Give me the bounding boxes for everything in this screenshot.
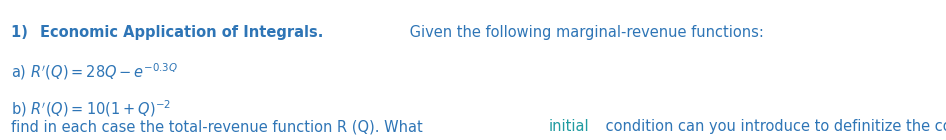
Text: initial: initial — [549, 119, 589, 134]
Text: find in each case the total-revenue function R (Q). What: find in each case the total-revenue func… — [11, 119, 428, 134]
Text: condition can you introduce to definitize the constant of integration?: condition can you introduce to definitiz… — [601, 119, 946, 134]
Text: b) $R'(Q) = 10(1 + Q)^{-2}$: b) $R'(Q) = 10(1 + Q)^{-2}$ — [11, 98, 171, 119]
Text: 1): 1) — [11, 25, 33, 40]
Text: Economic Application of Integrals.: Economic Application of Integrals. — [40, 25, 324, 40]
Text: a) $R'(Q) = 28Q - e^{-0.3Q}$: a) $R'(Q) = 28Q - e^{-0.3Q}$ — [11, 62, 178, 82]
Text: Given the following marginal-revenue functions:: Given the following marginal-revenue fun… — [406, 25, 764, 40]
